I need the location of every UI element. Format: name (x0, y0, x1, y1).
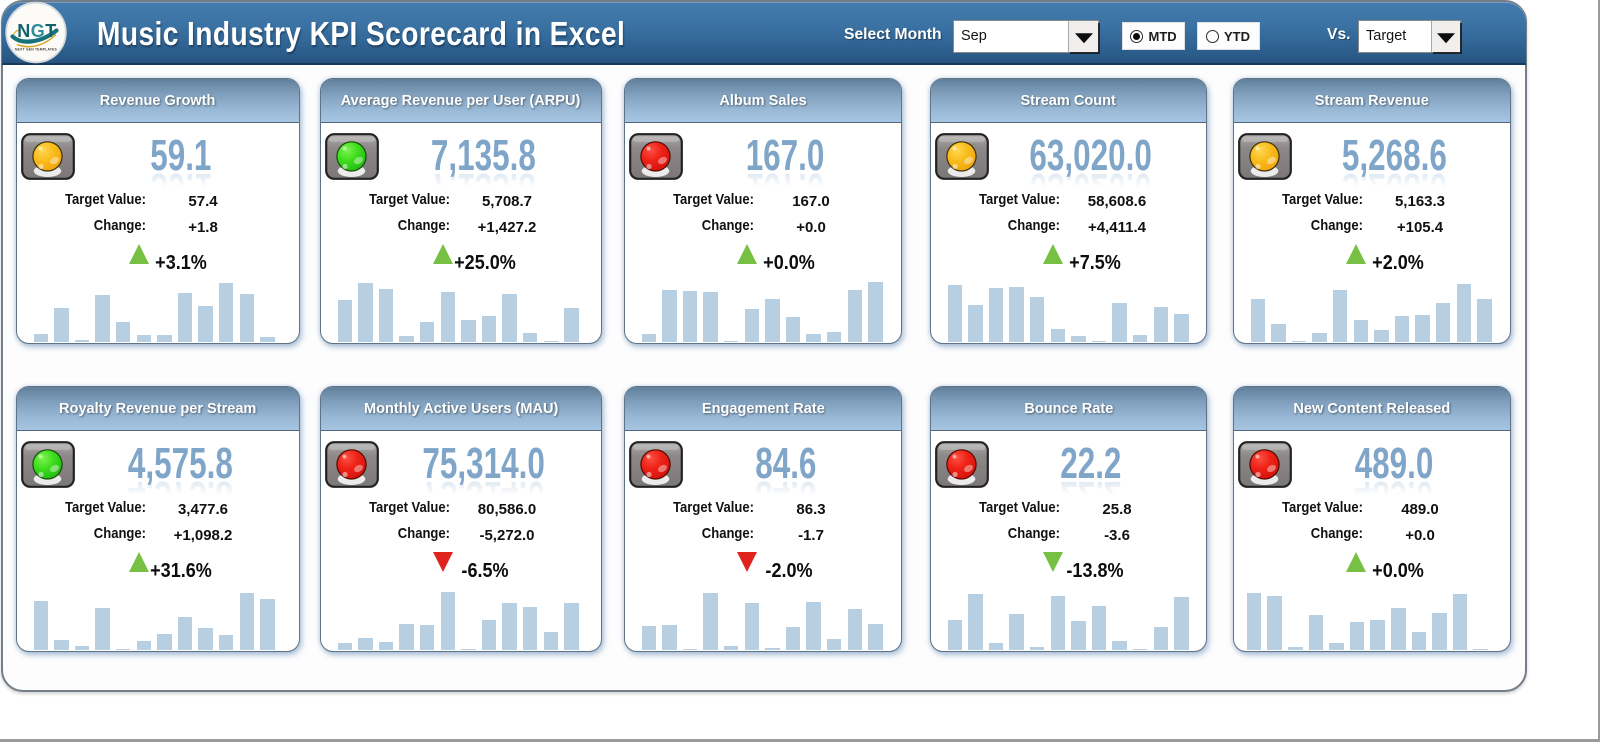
svg-text:NGT: NGT (17, 21, 57, 41)
svg-text:NEXT GEN TEMPLATES: NEXT GEN TEMPLATES (15, 48, 58, 52)
